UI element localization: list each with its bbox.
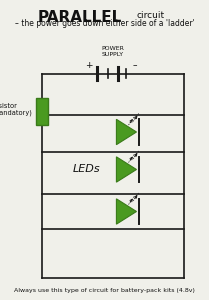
Text: POWER
SUPPLY: POWER SUPPLY <box>101 46 124 57</box>
Text: –: – <box>133 61 137 70</box>
Text: LEDs: LEDs <box>73 164 101 175</box>
Text: circuit: circuit <box>136 11 164 20</box>
Polygon shape <box>116 119 136 145</box>
Text: Resistor
(mandatory): Resistor (mandatory) <box>0 103 32 116</box>
Text: +: + <box>85 61 93 70</box>
Polygon shape <box>116 199 136 224</box>
Text: – the power goes down either side of a 'ladder': – the power goes down either side of a '… <box>15 20 194 28</box>
Text: PARALLEL: PARALLEL <box>37 11 122 26</box>
Bar <box>36 98 47 124</box>
Polygon shape <box>116 157 136 182</box>
Text: Always use this type of circuit for battery-pack kits (4.8v): Always use this type of circuit for batt… <box>14 288 195 293</box>
